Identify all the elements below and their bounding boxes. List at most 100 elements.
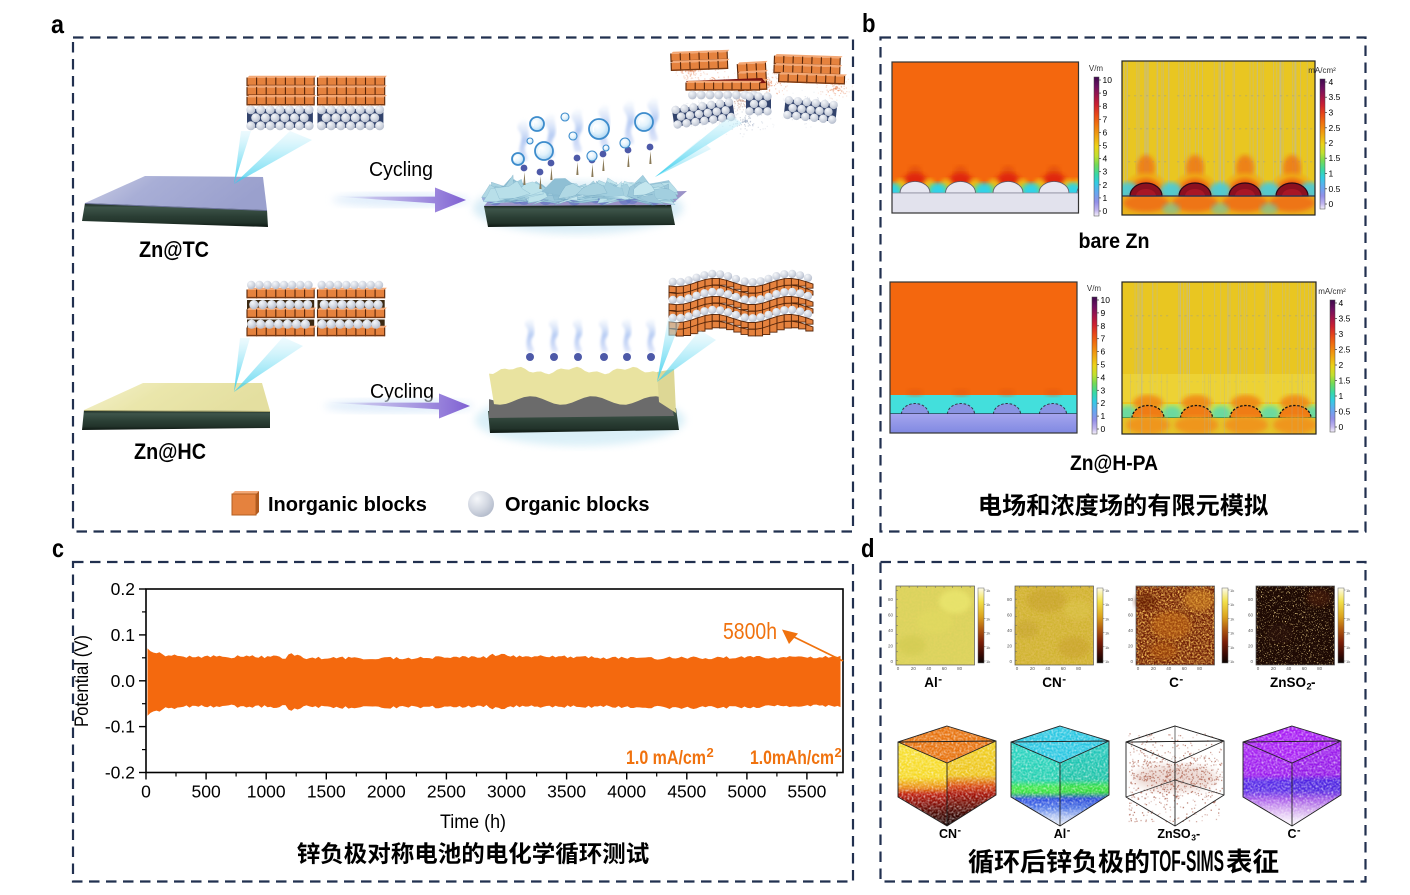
svg-text:Cycling: Cycling bbox=[369, 158, 433, 181]
svg-text:60: 60 bbox=[1248, 613, 1254, 618]
svg-text:20: 20 bbox=[1151, 666, 1157, 671]
svg-text:1.5: 1.5 bbox=[1339, 376, 1351, 386]
svg-text:1k: 1k bbox=[986, 616, 990, 621]
svg-text:3: 3 bbox=[1339, 329, 1344, 339]
svg-text:Time (h): Time (h) bbox=[440, 812, 506, 833]
svg-text:1k: 1k bbox=[986, 588, 990, 593]
svg-text:d: d bbox=[861, 533, 875, 563]
svg-text:2: 2 bbox=[1101, 398, 1106, 408]
svg-text:0.5: 0.5 bbox=[1329, 184, 1341, 194]
svg-text:4: 4 bbox=[1103, 154, 1108, 164]
svg-text:4000: 4000 bbox=[607, 782, 646, 802]
svg-text:3000: 3000 bbox=[487, 782, 526, 802]
svg-text:Potential (V): Potential (V) bbox=[72, 635, 93, 727]
svg-text:0: 0 bbox=[1339, 422, 1344, 432]
svg-text:1.0 mA/cm: 1.0 mA/cm bbox=[626, 748, 706, 769]
svg-text:1k: 1k bbox=[1230, 631, 1234, 636]
svg-text:0: 0 bbox=[1103, 206, 1108, 216]
svg-text:0: 0 bbox=[1101, 424, 1106, 434]
svg-text:3.5: 3.5 bbox=[1339, 314, 1351, 324]
svg-text:40: 40 bbox=[1045, 666, 1051, 671]
svg-text:1500: 1500 bbox=[307, 782, 346, 802]
svg-text:20: 20 bbox=[888, 644, 894, 649]
svg-text:0: 0 bbox=[890, 659, 893, 664]
svg-text:3.5: 3.5 bbox=[1329, 92, 1341, 102]
svg-text:-: - bbox=[958, 825, 962, 837]
svg-text:40: 40 bbox=[1286, 666, 1292, 671]
svg-text:7: 7 bbox=[1101, 334, 1106, 344]
svg-text:2: 2 bbox=[1329, 138, 1334, 148]
svg-text:3: 3 bbox=[1191, 833, 1196, 843]
svg-text:1000: 1000 bbox=[247, 782, 286, 802]
svg-text:Al: Al bbox=[1054, 827, 1067, 841]
svg-text:80: 80 bbox=[957, 666, 963, 671]
svg-text:1k: 1k bbox=[986, 645, 990, 650]
svg-text:1k: 1k bbox=[1346, 616, 1350, 621]
svg-text:1k: 1k bbox=[1346, 659, 1350, 664]
svg-text:500: 500 bbox=[191, 782, 220, 802]
svg-text:1k: 1k bbox=[1105, 588, 1109, 593]
svg-text:2: 2 bbox=[707, 745, 714, 760]
svg-text:1k: 1k bbox=[1230, 602, 1234, 607]
svg-text:0.1: 0.1 bbox=[111, 625, 135, 645]
svg-text:80: 80 bbox=[1197, 666, 1203, 671]
svg-text:9: 9 bbox=[1103, 88, 1108, 98]
svg-text:4: 4 bbox=[1101, 372, 1106, 382]
svg-text:Al: Al bbox=[924, 675, 938, 690]
svg-text:C: C bbox=[1287, 827, 1296, 841]
svg-text:8: 8 bbox=[1101, 321, 1106, 331]
svg-text:3: 3 bbox=[1329, 108, 1334, 118]
svg-text:b: b bbox=[862, 8, 876, 38]
svg-text:1.0mAh/cm: 1.0mAh/cm bbox=[750, 748, 834, 769]
svg-text:4: 4 bbox=[1329, 77, 1334, 87]
svg-text:2: 2 bbox=[1103, 180, 1108, 190]
svg-text:ZnSO: ZnSO bbox=[1157, 827, 1191, 841]
svg-text:ZnSO: ZnSO bbox=[1270, 675, 1306, 690]
svg-text:1k: 1k bbox=[1105, 631, 1109, 636]
svg-text:40: 40 bbox=[1007, 628, 1013, 633]
svg-text:20: 20 bbox=[1271, 666, 1277, 671]
svg-text:2: 2 bbox=[1339, 360, 1344, 370]
svg-text:1k: 1k bbox=[1105, 616, 1109, 621]
svg-text:2500: 2500 bbox=[427, 782, 466, 802]
svg-text:-0.2: -0.2 bbox=[105, 763, 135, 783]
svg-text:c: c bbox=[52, 533, 64, 563]
svg-text:-0.1: -0.1 bbox=[105, 717, 135, 737]
svg-text:1: 1 bbox=[1101, 411, 1106, 421]
svg-text:1k: 1k bbox=[1346, 588, 1350, 593]
svg-text:80: 80 bbox=[888, 597, 894, 602]
svg-text:1: 1 bbox=[1103, 193, 1108, 203]
svg-text:-: - bbox=[1311, 675, 1316, 690]
svg-text:60: 60 bbox=[1061, 666, 1067, 671]
svg-text:Inorganic blocks: Inorganic blocks bbox=[268, 494, 427, 516]
svg-text:20: 20 bbox=[911, 666, 917, 671]
svg-text:1k: 1k bbox=[1105, 645, 1109, 650]
svg-text:20: 20 bbox=[1030, 666, 1036, 671]
svg-text:5800h: 5800h bbox=[723, 618, 777, 644]
svg-text:5000: 5000 bbox=[727, 782, 766, 802]
svg-text:Zn@TC: Zn@TC bbox=[139, 237, 209, 262]
svg-text:1k: 1k bbox=[1346, 631, 1350, 636]
svg-text:a: a bbox=[51, 9, 64, 39]
svg-text:1k: 1k bbox=[1346, 645, 1350, 650]
svg-text:0: 0 bbox=[1016, 666, 1019, 671]
svg-text:40: 40 bbox=[1128, 628, 1134, 633]
svg-text:80: 80 bbox=[1128, 597, 1134, 602]
svg-text:1k: 1k bbox=[986, 602, 990, 607]
svg-text:60: 60 bbox=[1128, 613, 1134, 618]
svg-text:Zn@H-PA: Zn@H-PA bbox=[1070, 452, 1158, 475]
svg-text:1k: 1k bbox=[986, 631, 990, 636]
svg-text:80: 80 bbox=[1007, 597, 1013, 602]
svg-text:0: 0 bbox=[897, 666, 900, 671]
svg-text:-: - bbox=[1067, 825, 1071, 837]
svg-text:80: 80 bbox=[1248, 597, 1254, 602]
svg-text:0: 0 bbox=[1009, 659, 1012, 664]
svg-text:5: 5 bbox=[1101, 360, 1106, 370]
svg-text:-: - bbox=[1179, 674, 1183, 686]
svg-text:1k: 1k bbox=[1230, 616, 1234, 621]
svg-text:0: 0 bbox=[1130, 659, 1133, 664]
svg-text:1k: 1k bbox=[1346, 602, 1350, 607]
svg-text:-: - bbox=[1297, 825, 1301, 837]
svg-text:4500: 4500 bbox=[667, 782, 706, 802]
svg-text:2: 2 bbox=[835, 745, 842, 760]
